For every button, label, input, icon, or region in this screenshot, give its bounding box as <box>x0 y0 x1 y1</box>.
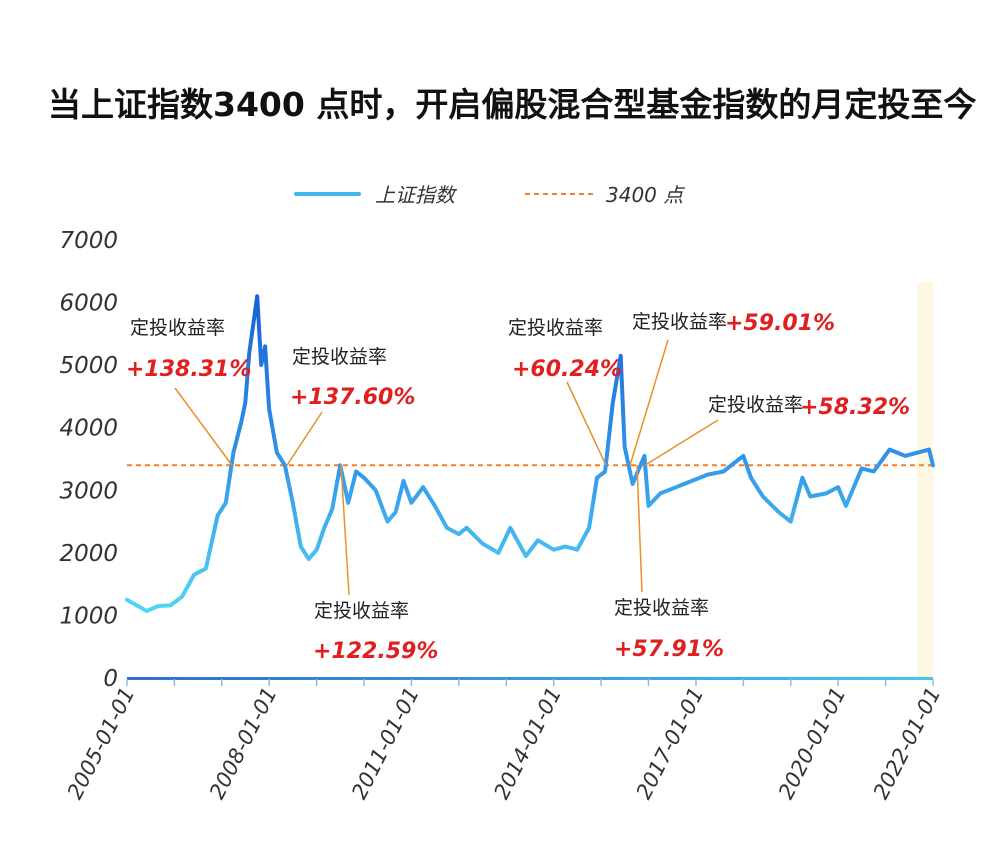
annotation-label: 定投收益率 <box>130 317 225 339</box>
y-tick-label: 4000 <box>59 416 118 442</box>
highlight-band <box>917 282 933 678</box>
x-tick-label: 2011-01-01 <box>347 683 424 803</box>
annotation-label: 定投收益率 <box>708 394 803 416</box>
annotation-leader-line <box>340 465 350 596</box>
y-tick-label: 1000 <box>59 603 118 629</box>
annotation-value: +137.60% <box>290 385 415 410</box>
y-tick-label: 0 <box>103 666 118 692</box>
annotation-leader-line <box>566 381 607 466</box>
annotation-label: 定投收益率 <box>314 600 409 622</box>
x-tick-label: 2017-01-01 <box>632 683 709 803</box>
y-tick-label: 7000 <box>59 228 118 254</box>
annotation-label: 定投收益率 <box>292 346 387 368</box>
annotation-value: +57.91% <box>614 637 724 662</box>
x-tick-label: 2008-01-01 <box>205 683 282 803</box>
annotation-value: +122.59% <box>313 639 438 664</box>
legend-label-shanghai-index: 上证指数 <box>375 183 458 207</box>
annotation-leader-line <box>629 339 669 466</box>
shanghai-index-line <box>125 294 935 613</box>
annotation-value: +138.31% <box>126 357 251 382</box>
x-tick-label: 2005-01-01 <box>63 683 140 803</box>
y-tick-label: 2000 <box>59 541 118 567</box>
annotation-label: 定投收益率 <box>508 317 603 339</box>
x-tick-label: 2014-01-01 <box>489 683 566 803</box>
annotation-label: 定投收益率 <box>632 311 727 333</box>
legend-label-3400: 3400 点 <box>606 183 685 207</box>
annotation-leader-line <box>644 419 719 466</box>
x-tick-label: 2020-01-01 <box>774 683 851 803</box>
y-tick-label: 5000 <box>59 353 118 379</box>
annotation-leader-line <box>174 387 233 466</box>
annotation-value: +59.01% <box>725 311 835 336</box>
chart-title: 当上证指数3400 点时，开启偏股混合型基金指数的月定投至今 <box>48 85 977 124</box>
annotation-label: 定投收益率 <box>614 597 709 619</box>
y-tick-label: 6000 <box>59 291 118 317</box>
y-tick-label: 3000 <box>59 478 118 504</box>
x-tick-label: 2022-01-01 <box>869 683 946 803</box>
annotation-value: +58.32% <box>800 395 910 420</box>
annotation-leader-line <box>636 465 643 593</box>
annotation-value: +60.24% <box>512 357 622 382</box>
x-axis-line <box>127 677 933 680</box>
annotation-leader-line <box>286 411 323 466</box>
